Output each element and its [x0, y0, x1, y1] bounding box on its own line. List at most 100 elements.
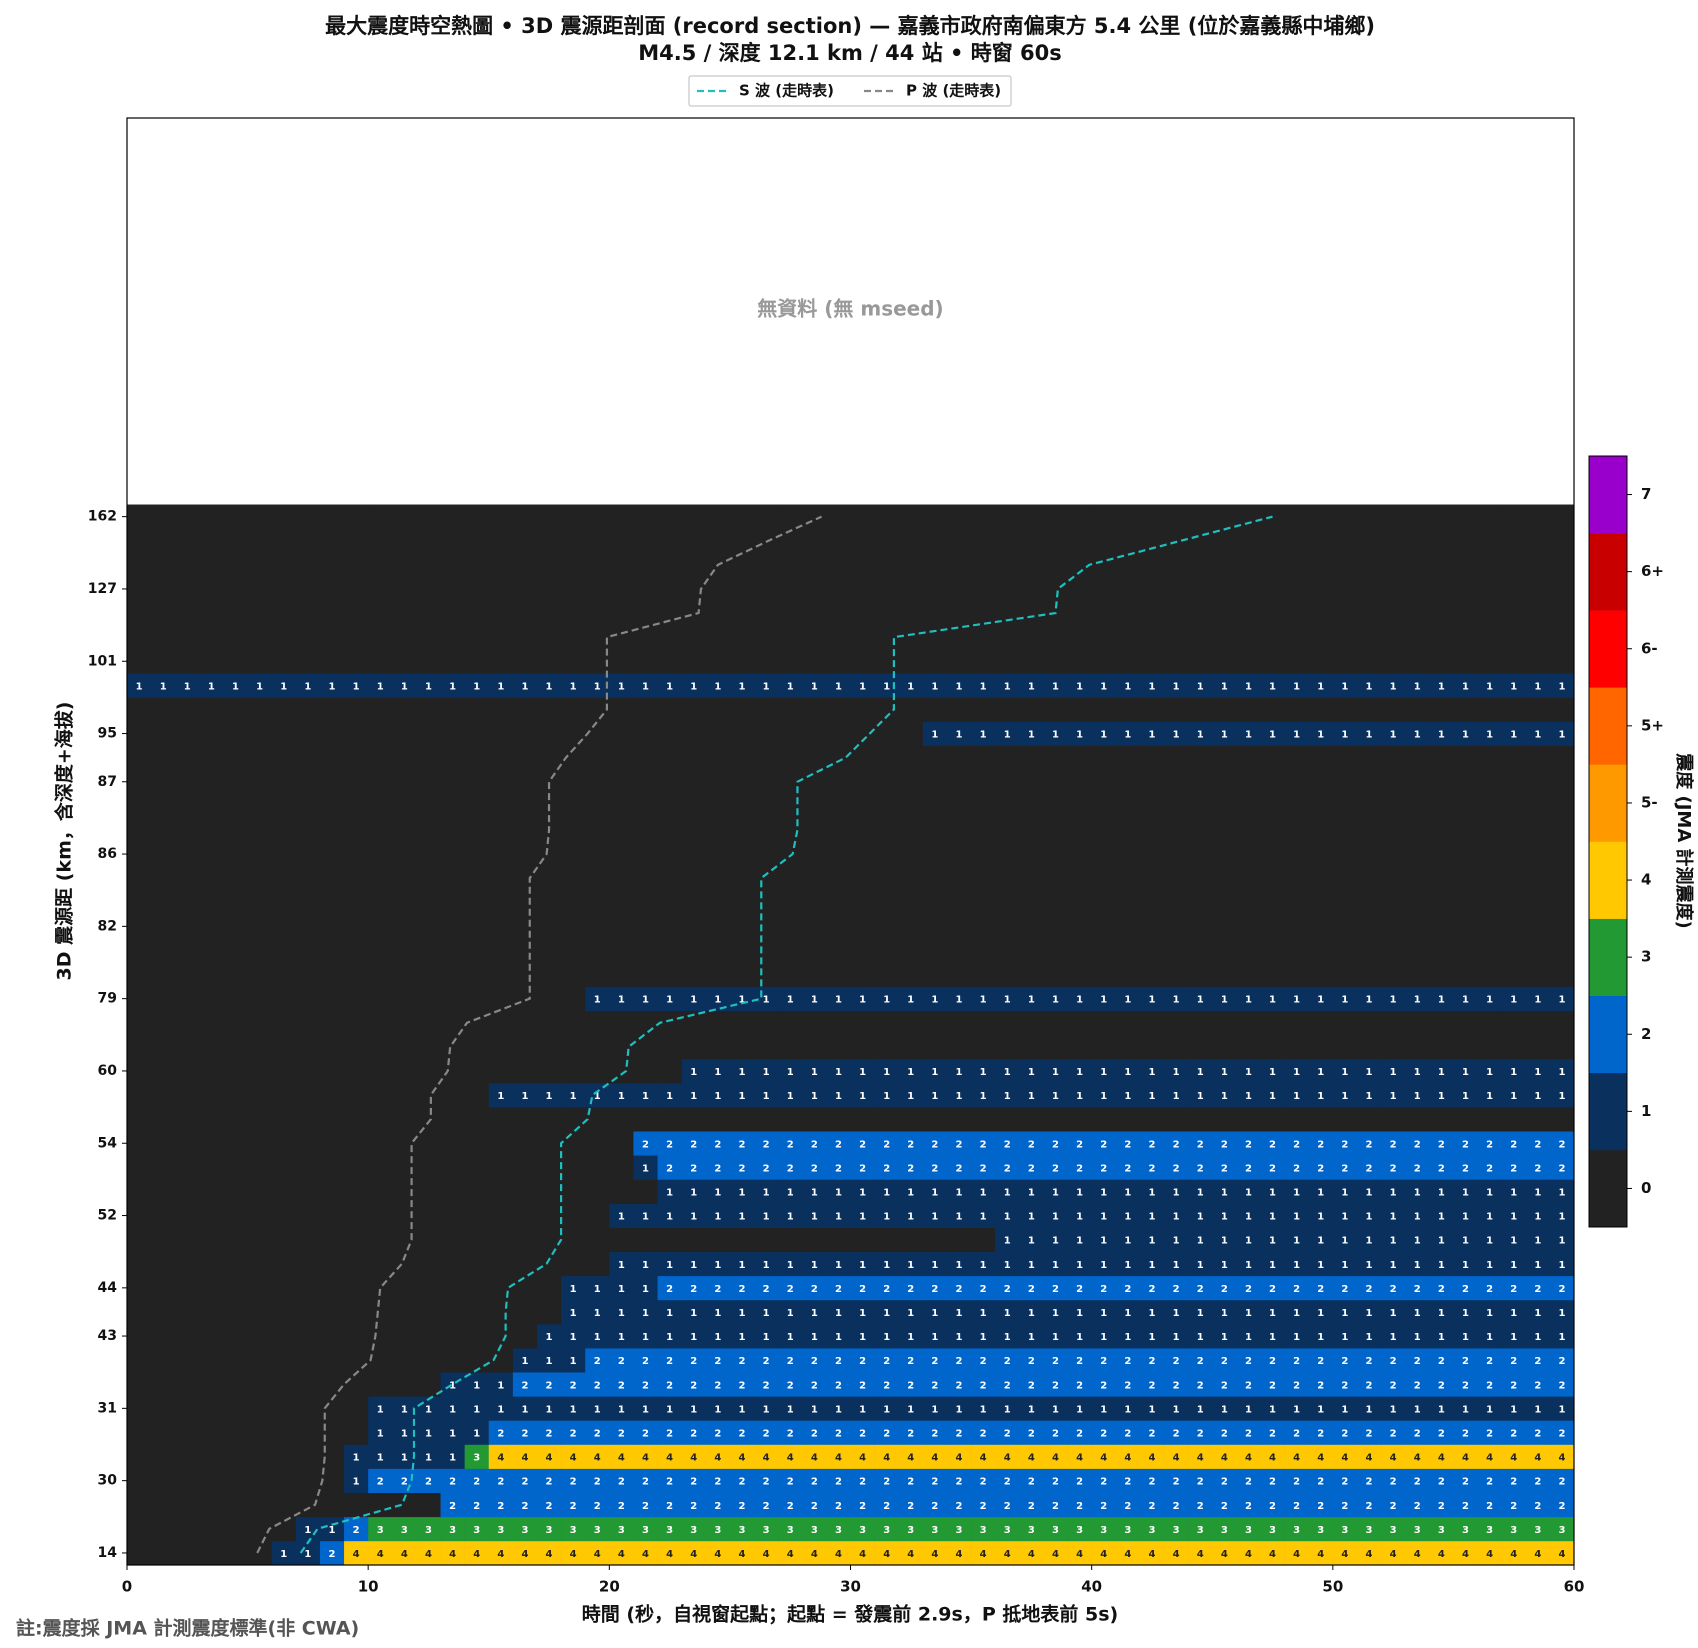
cell-label: 4	[811, 1549, 818, 1560]
cell-label: 4	[787, 1549, 794, 1560]
heat-cell	[946, 1468, 972, 1493]
cell-label: 2	[883, 1356, 890, 1367]
heat-cell	[874, 1010, 900, 1036]
cell-label: 2	[738, 1428, 745, 1439]
cell-label: 2	[1124, 1477, 1131, 1488]
heat-cell	[633, 1299, 658, 1325]
heat-cell	[1236, 866, 1261, 891]
heat-cell	[295, 1203, 321, 1228]
heat-cell	[1067, 721, 1092, 746]
heat-cell	[1067, 769, 1092, 795]
heat-cell	[1212, 1372, 1237, 1397]
heat-cell	[609, 986, 634, 1011]
heat-cell	[585, 1083, 610, 1108]
heat-cell	[1091, 1444, 1117, 1469]
heat-cell	[1284, 914, 1310, 939]
heat-cell	[633, 1155, 658, 1180]
heat-cell	[416, 528, 441, 554]
heat-cell	[319, 962, 345, 987]
heat-cell	[127, 842, 152, 867]
heat-cell	[536, 1251, 562, 1277]
heat-cell	[1525, 625, 1551, 650]
heat-cell	[464, 673, 490, 698]
heat-cell	[223, 1324, 248, 1349]
heat-cell	[1332, 962, 1358, 987]
cell-label: 1	[1100, 1404, 1107, 1415]
heat-cell	[368, 1324, 393, 1349]
cell-label: 4	[1414, 1549, 1421, 1560]
heat-cell	[705, 1444, 731, 1469]
heat-cell	[1212, 1444, 1237, 1469]
cell-label: 1	[811, 1091, 818, 1102]
heat-cell	[175, 793, 200, 819]
heat-cell	[1139, 1275, 1165, 1301]
heat-cell	[1405, 986, 1430, 1011]
heat-cell	[585, 914, 610, 939]
heat-cell	[175, 938, 200, 963]
heat-cell	[609, 890, 634, 915]
heat-cell	[199, 842, 224, 867]
heat-cell	[705, 817, 731, 843]
heat-cell	[1284, 745, 1310, 770]
cell-label: 4	[594, 1453, 601, 1464]
heat-cell	[850, 1131, 875, 1156]
cell-label: 1	[1390, 1067, 1397, 1078]
heat-cell	[1043, 1155, 1068, 1180]
cell-label: 1	[763, 1212, 770, 1223]
heat-cell	[971, 1227, 996, 1252]
heat-cell	[271, 1058, 297, 1084]
heat-cell	[295, 1372, 321, 1397]
heat-cell	[223, 890, 248, 915]
cell-label: 1	[1438, 1332, 1445, 1343]
heat-cell	[1139, 1251, 1165, 1277]
heat-cell	[971, 793, 996, 819]
heat-cell	[223, 1083, 248, 1108]
heat-cell	[464, 504, 490, 529]
heat-cell	[1212, 649, 1237, 674]
cell-label: 3	[1341, 1525, 1348, 1536]
cell-label: 1	[1221, 730, 1228, 741]
heat-cell	[995, 986, 1020, 1011]
cell-label: 1	[497, 1091, 504, 1102]
heat-cell	[633, 504, 658, 529]
heat-cell	[922, 649, 948, 674]
cell-label: 2	[811, 1428, 818, 1439]
cell-label: 1	[980, 1067, 987, 1078]
cell-label: 2	[714, 1380, 721, 1391]
heat-cell	[826, 793, 851, 819]
heat-cell	[1284, 1155, 1310, 1180]
heat-cell	[1236, 745, 1261, 770]
heat-cell	[344, 601, 369, 626]
heat-cell	[1381, 962, 1406, 987]
heat-cell	[319, 1516, 345, 1542]
heat-cell	[344, 1468, 369, 1493]
heat-cell	[1525, 697, 1551, 722]
heat-cell	[1549, 649, 1575, 674]
heat-cell	[585, 1034, 610, 1060]
heat-cell	[995, 769, 1020, 795]
heat-cell	[754, 817, 779, 843]
heat-cell	[874, 962, 900, 987]
heat-cell	[1188, 673, 1213, 698]
heat-cell	[199, 1107, 224, 1132]
heat-cell	[1477, 745, 1502, 770]
heat-cell	[536, 938, 562, 963]
cell-label: 4	[1462, 1549, 1469, 1560]
heat-cell	[609, 1299, 634, 1325]
heat-cell	[175, 842, 200, 867]
cell-label: 2	[1534, 1163, 1541, 1174]
heat-cell	[1356, 817, 1382, 843]
cell-label: 1	[1245, 681, 1252, 692]
heat-cell	[392, 1420, 417, 1445]
heat-cell	[1115, 769, 1141, 795]
heat-cell	[1067, 817, 1092, 843]
colorbar-tick-label: 7	[1641, 485, 1651, 503]
heat-cell	[416, 601, 441, 626]
heat-cell	[922, 914, 948, 939]
heat-cell	[633, 1348, 658, 1373]
heat-cell	[898, 1444, 924, 1469]
cell-label: 1	[1438, 1212, 1445, 1223]
cell-label: 1	[497, 681, 504, 692]
heat-cell	[271, 745, 297, 770]
cell-label: 4	[1221, 1453, 1228, 1464]
